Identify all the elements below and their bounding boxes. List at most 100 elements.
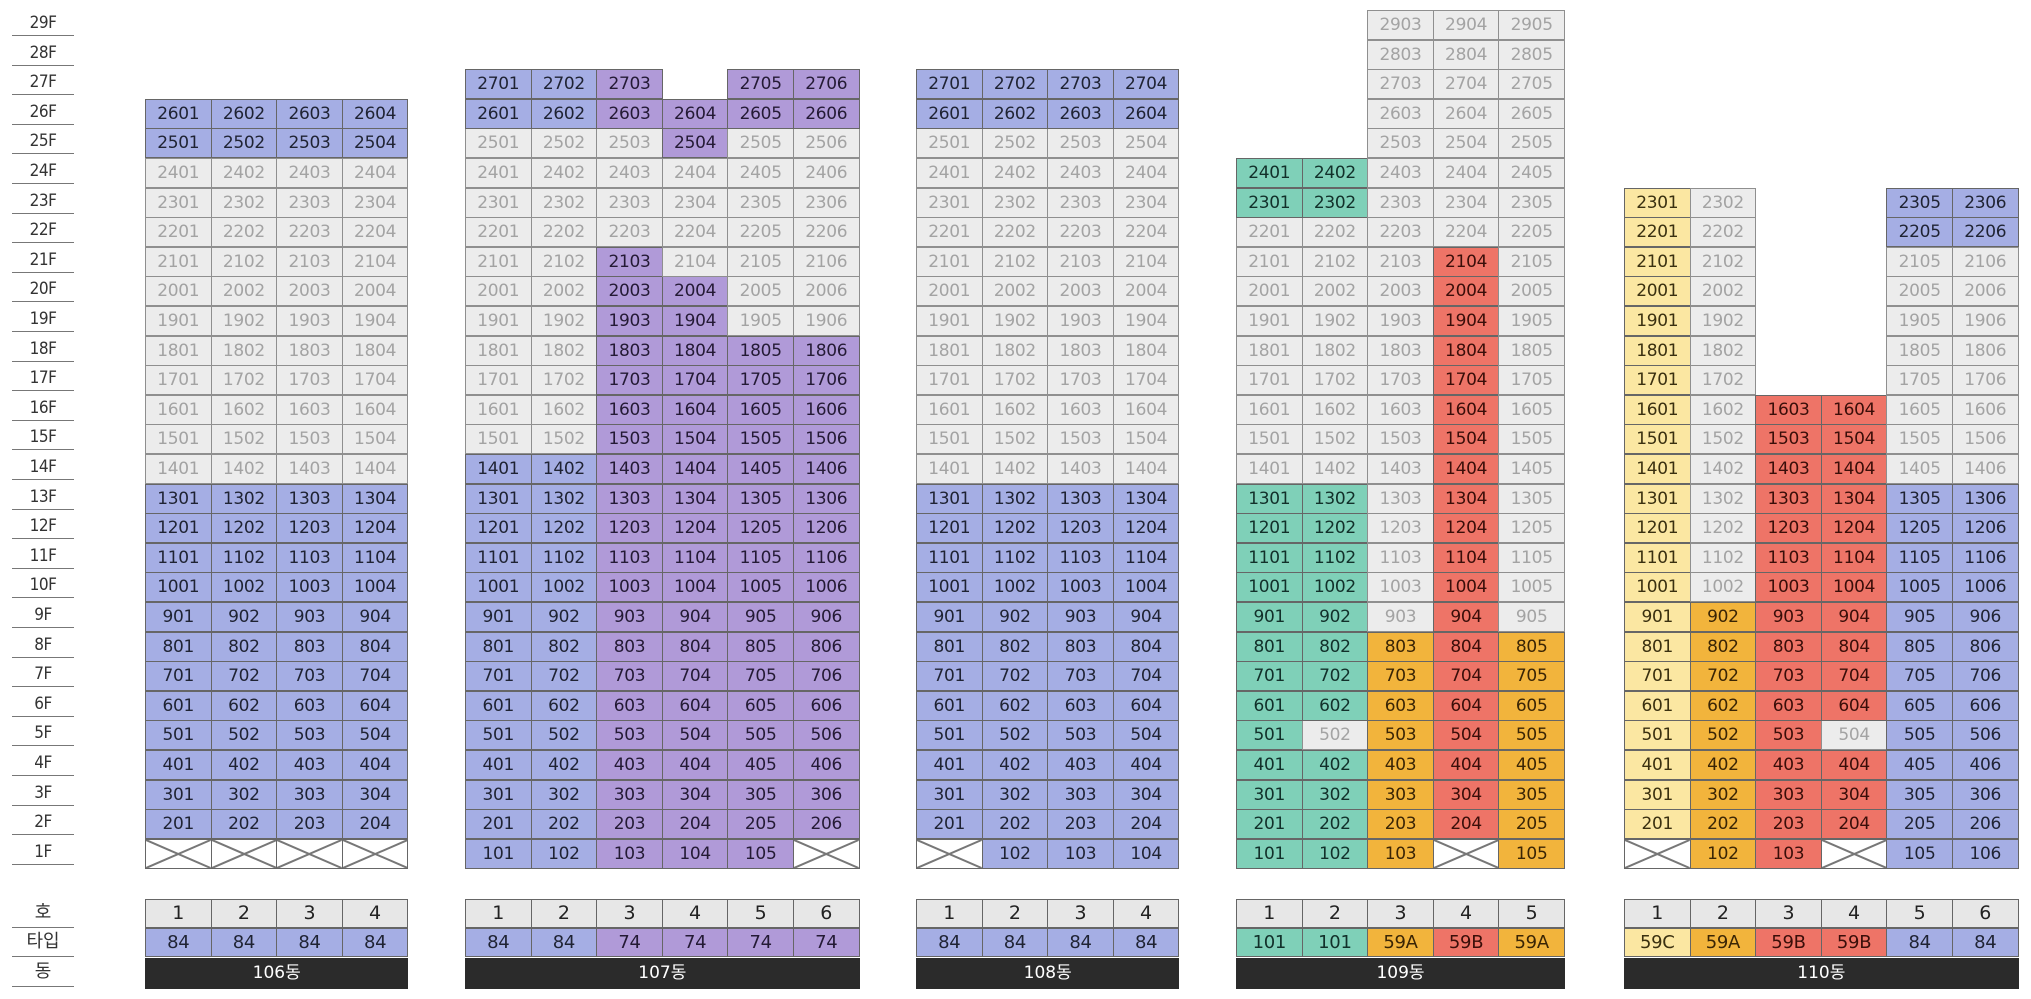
unit-cell[interactable]: 1401	[145, 454, 212, 484]
unit-cell[interactable]: 704	[341, 661, 409, 692]
unit-cell[interactable]: 1105	[727, 542, 794, 573]
unit-cell[interactable]: 503	[1755, 720, 1822, 751]
unit-cell[interactable]: 702	[210, 661, 278, 692]
unit-cell[interactable]: 2203	[276, 217, 343, 248]
unit-cell[interactable]: 1404	[1820, 454, 1888, 484]
empty-unit-cell[interactable]	[276, 838, 343, 869]
unit-cell[interactable]: 2701	[465, 69, 532, 100]
unit-cell[interactable]: 306	[1952, 779, 2019, 810]
unit-cell[interactable]: 503	[276, 720, 343, 751]
unit-cell[interactable]: 502	[530, 720, 598, 751]
unit-cell[interactable]: 704	[661, 661, 729, 692]
unit-cell[interactable]: 1205	[1886, 513, 1953, 544]
unit-cell[interactable]: 604	[1820, 690, 1888, 721]
unit-cell[interactable]: 1904	[1432, 306, 1500, 336]
unit-cell[interactable]: 1604	[341, 394, 409, 425]
unit-cell[interactable]: 902	[210, 602, 278, 632]
unit-cell[interactable]: 2104	[341, 246, 409, 277]
unit-cell[interactable]: 2201	[465, 217, 532, 248]
unit-cell[interactable]: 802	[1301, 631, 1369, 662]
unit-cell[interactable]: 1305	[1886, 483, 1953, 514]
unit-cell[interactable]: 701	[1624, 661, 1691, 692]
unit-cell[interactable]: 903	[276, 602, 343, 632]
unit-cell[interactable]: 1402	[1301, 454, 1369, 484]
unit-cell[interactable]: 1702	[1689, 365, 1757, 396]
unit-cell[interactable]: 1703	[1047, 365, 1114, 396]
unit-cell[interactable]: 701	[145, 661, 212, 692]
unit-cell[interactable]: 1703	[596, 365, 663, 396]
unit-cell[interactable]: 1405	[1886, 454, 1953, 484]
unit-cell[interactable]: 2601	[465, 98, 532, 129]
unit-cell[interactable]: 1104	[1432, 542, 1500, 573]
unit-cell[interactable]: 2602	[210, 98, 278, 129]
unit-cell[interactable]: 1604	[1112, 394, 1180, 425]
unit-cell[interactable]: 202	[1301, 809, 1369, 840]
unit-cell[interactable]: 1902	[1301, 306, 1369, 336]
unit-cell[interactable]: 1401	[916, 454, 983, 484]
unit-cell[interactable]: 704	[1432, 661, 1500, 692]
unit-cell[interactable]: 205	[1498, 809, 1565, 840]
unit-cell[interactable]: 704	[1112, 661, 1180, 692]
unit-cell[interactable]: 1801	[465, 335, 532, 366]
unit-cell[interactable]: 401	[1624, 750, 1691, 780]
unit-cell[interactable]: 202	[981, 809, 1049, 840]
unit-cell[interactable]: 401	[916, 750, 983, 780]
unit-cell[interactable]: 2505	[727, 128, 794, 159]
unit-cell[interactable]: 304	[1432, 779, 1500, 810]
unit-cell[interactable]: 2302	[210, 187, 278, 218]
unit-cell[interactable]: 1203	[1367, 513, 1434, 544]
unit-cell[interactable]: 1604	[661, 394, 729, 425]
unit-cell[interactable]: 1501	[465, 424, 532, 455]
unit-cell[interactable]: 2605	[727, 98, 794, 129]
unit-cell[interactable]: 2504	[341, 128, 409, 159]
unit-cell[interactable]: 1306	[793, 483, 860, 514]
unit-cell[interactable]: 2401	[145, 158, 212, 188]
unit-cell[interactable]: 2404	[661, 158, 729, 188]
unit-cell[interactable]: 802	[530, 631, 598, 662]
unit-cell[interactable]: 2505	[1498, 128, 1565, 159]
unit-cell[interactable]: 2702	[530, 69, 598, 100]
unit-cell[interactable]: 2501	[465, 128, 532, 159]
unit-cell[interactable]: 802	[981, 631, 1049, 662]
unit-cell[interactable]: 1903	[596, 306, 663, 336]
unit-cell[interactable]: 603	[596, 690, 663, 721]
unit-cell[interactable]: 2101	[916, 246, 983, 277]
unit-cell[interactable]: 204	[661, 809, 729, 840]
unit-cell[interactable]: 303	[1047, 779, 1114, 810]
unit-cell[interactable]: 2004	[661, 276, 729, 307]
unit-cell[interactable]: 2306	[793, 187, 860, 218]
unit-cell[interactable]: 804	[1432, 631, 1500, 662]
unit-cell[interactable]: 1901	[1236, 306, 1303, 336]
unit-cell[interactable]: 604	[341, 690, 409, 721]
unit-cell[interactable]: 1002	[1689, 572, 1757, 603]
unit-cell[interactable]: 603	[1047, 690, 1114, 721]
unit-cell[interactable]: 702	[1301, 661, 1369, 692]
unit-cell[interactable]: 2404	[1432, 158, 1500, 188]
unit-cell[interactable]: 1602	[530, 394, 598, 425]
unit-cell[interactable]: 1003	[276, 572, 343, 603]
unit-cell[interactable]: 2001	[916, 276, 983, 307]
unit-cell[interactable]: 602	[530, 690, 598, 721]
unit-cell[interactable]: 1601	[145, 394, 212, 425]
unit-cell[interactable]: 1006	[793, 572, 860, 603]
unit-cell[interactable]: 2304	[1112, 187, 1180, 218]
unit-cell[interactable]: 1104	[1112, 542, 1180, 573]
unit-cell[interactable]: 1303	[596, 483, 663, 514]
unit-cell[interactable]: 1202	[1301, 513, 1369, 544]
unit-cell[interactable]: 302	[530, 779, 598, 810]
unit-cell[interactable]: 2006	[793, 276, 860, 307]
unit-cell[interactable]: 2106	[1952, 246, 2019, 277]
unit-cell[interactable]: 506	[1952, 720, 2019, 751]
unit-cell[interactable]: 705	[727, 661, 794, 692]
unit-cell[interactable]: 404	[661, 750, 729, 780]
unit-cell[interactable]: 1402	[981, 454, 1049, 484]
unit-cell[interactable]: 2402	[981, 158, 1049, 188]
unit-cell[interactable]: 1804	[1432, 335, 1500, 366]
unit-cell[interactable]: 1905	[1498, 306, 1565, 336]
unit-cell[interactable]: 504	[1432, 720, 1500, 751]
unit-cell[interactable]: 2102	[210, 246, 278, 277]
unit-cell[interactable]: 1606	[1952, 394, 2019, 425]
unit-cell[interactable]: 2803	[1367, 39, 1434, 70]
unit-cell[interactable]: 1602	[210, 394, 278, 425]
unit-cell[interactable]: 1702	[981, 365, 1049, 396]
